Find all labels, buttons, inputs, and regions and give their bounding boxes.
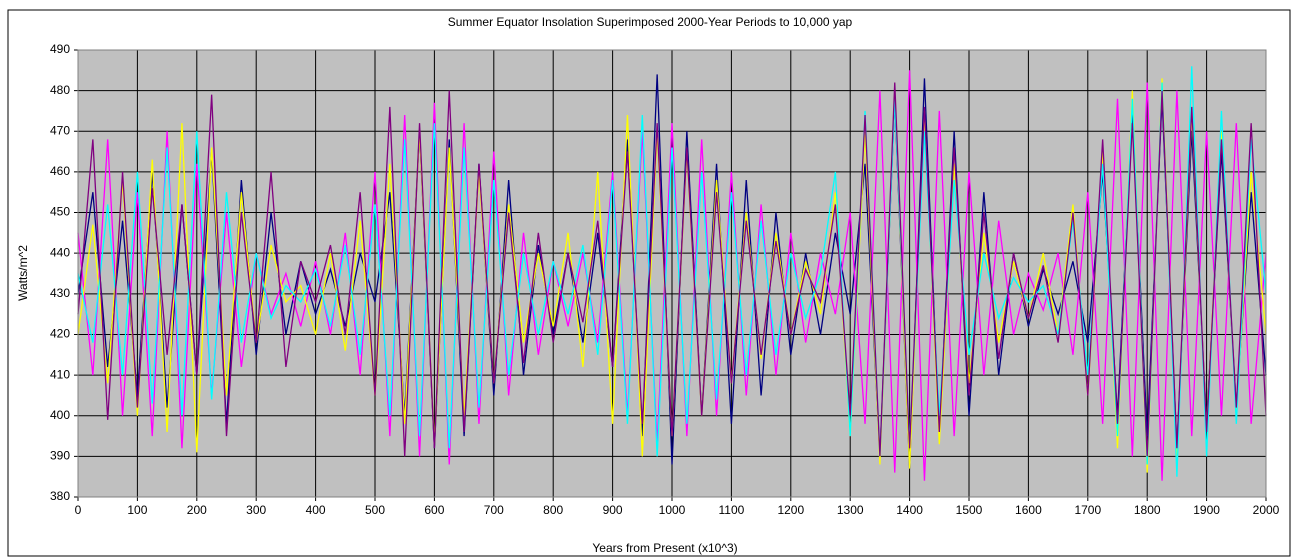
x-tick-label: 700 bbox=[484, 503, 504, 517]
x-tick-label: 500 bbox=[365, 503, 385, 517]
x-tick-label: 1600 bbox=[1015, 503, 1042, 517]
x-tick-label: 0 bbox=[75, 503, 82, 517]
x-tick-label: 1400 bbox=[896, 503, 923, 517]
x-tick-label: 1700 bbox=[1074, 503, 1101, 517]
x-tick-label: 1000 bbox=[659, 503, 686, 517]
y-tick-label: 490 bbox=[50, 42, 70, 56]
y-tick-label: 390 bbox=[50, 449, 70, 463]
y-tick-label: 430 bbox=[50, 286, 70, 300]
x-tick-label: 2000 bbox=[1253, 503, 1280, 517]
y-tick-label: 460 bbox=[50, 164, 70, 178]
x-tick-label: 100 bbox=[127, 503, 147, 517]
series-line bbox=[77, 82, 1267, 457]
x-tick-label: 600 bbox=[424, 503, 444, 517]
y-tick-label: 410 bbox=[50, 367, 70, 381]
x-tick-label: 1900 bbox=[1193, 503, 1220, 517]
y-tick-label: 440 bbox=[50, 245, 70, 259]
x-tick-label: 800 bbox=[543, 503, 563, 517]
x-tick-label: 1800 bbox=[1134, 503, 1161, 517]
x-tick-label: 200 bbox=[187, 503, 207, 517]
x-tick-label: 1300 bbox=[837, 503, 864, 517]
y-axis-label: Watts/m^2 bbox=[16, 245, 30, 301]
chart-title: Summer Equator Insolation Superimposed 2… bbox=[448, 15, 853, 29]
y-tick-label: 450 bbox=[50, 205, 70, 219]
x-tick-label: 1100 bbox=[718, 503, 744, 517]
plot-border bbox=[77, 49, 1267, 498]
y-tick-label: 380 bbox=[50, 489, 70, 503]
series-line bbox=[77, 74, 1267, 469]
y-tick-label: 470 bbox=[50, 123, 70, 137]
series-line bbox=[77, 70, 1267, 481]
y-tick-label: 400 bbox=[50, 408, 70, 422]
x-tick-label: 300 bbox=[246, 503, 266, 517]
x-axis-label: Years from Present (x10^3) bbox=[592, 541, 737, 555]
x-tick-label: 900 bbox=[603, 503, 623, 517]
y-tick-label: 480 bbox=[50, 83, 70, 97]
x-tick-label: 1500 bbox=[956, 503, 983, 517]
x-tick-label: 1200 bbox=[777, 503, 804, 517]
y-tick-label: 420 bbox=[50, 327, 70, 341]
x-tick-label: 400 bbox=[306, 503, 326, 517]
